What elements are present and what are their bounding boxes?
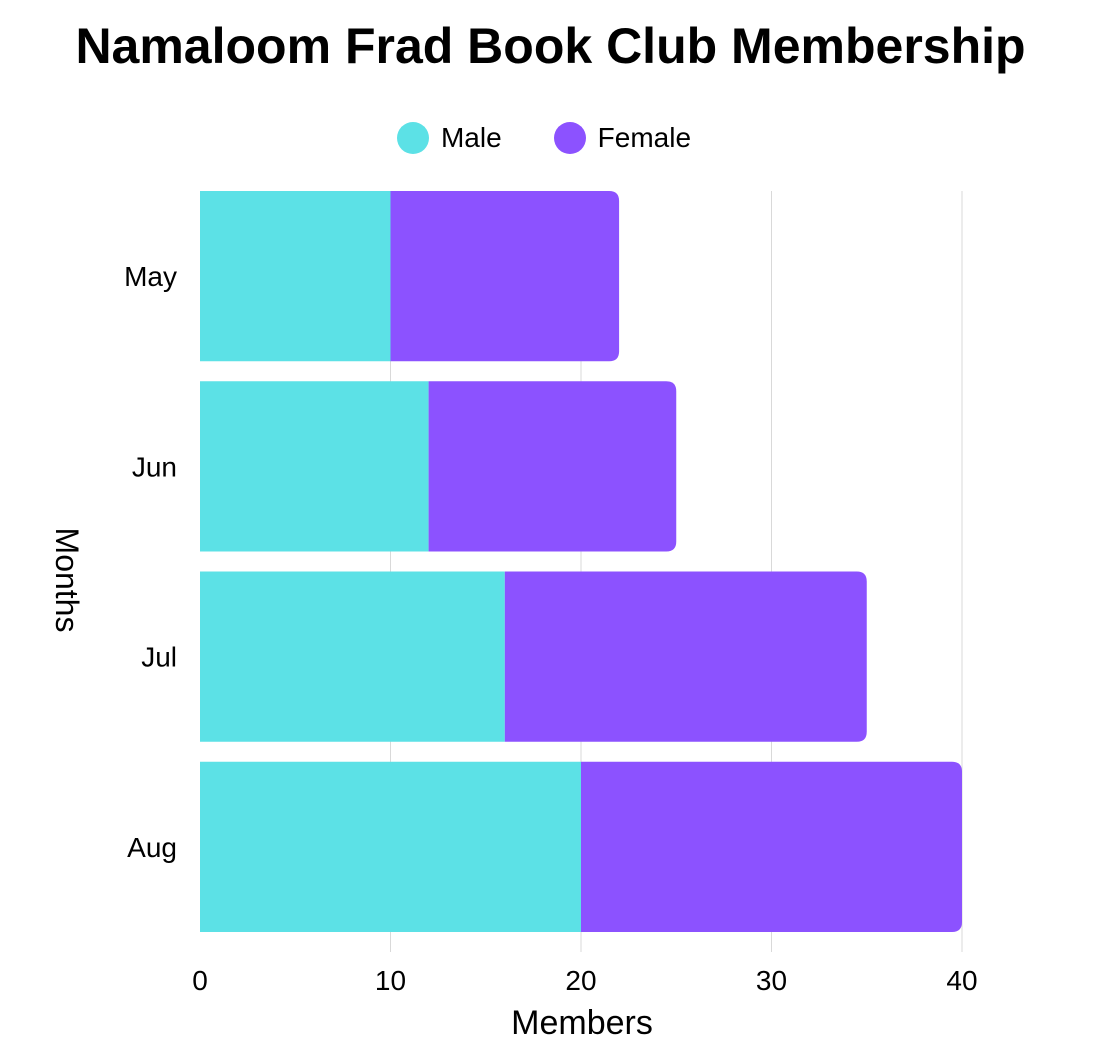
y-tick-label: May [124, 261, 177, 292]
legend-item-female: Female [553, 122, 692, 154]
x-axis-title: Members [511, 1004, 653, 1042]
y-tick-label: Jul [141, 642, 177, 673]
axis-labels: 0 10 20 30 40 May Jun Jul Aug [124, 261, 977, 996]
chart-title: Namaloom Frad Book Club Membership [75, 18, 1026, 74]
y-tick-label: Jun [132, 451, 177, 482]
legend-label-male: Male [440, 122, 502, 153]
y-tick-label: Aug [127, 832, 177, 863]
x-tick-label: 40 [946, 965, 977, 996]
bar-male-jul [200, 571, 505, 742]
bar-female-jul [504, 571, 867, 742]
legend-swatch-male [396, 122, 429, 154]
x-tick-label: 30 [756, 965, 787, 996]
legend-item-male: Male [396, 122, 502, 154]
x-tick-label: 20 [565, 965, 596, 996]
bar-female-jun [428, 381, 677, 552]
bar-male-jun [200, 381, 429, 552]
bar-male-may [200, 191, 391, 362]
bar-female-may [390, 191, 620, 362]
bars [200, 191, 962, 932]
x-tick-label: 10 [375, 965, 406, 996]
legend-label-female: Female [597, 122, 692, 153]
x-tick-label: 0 [192, 965, 208, 996]
y-axis-title: Months [49, 528, 85, 633]
bar-female-aug [581, 761, 962, 932]
legend: Male Female [0, 118, 1088, 158]
bar-male-aug [200, 761, 581, 932]
legend-swatch-female [553, 122, 586, 154]
